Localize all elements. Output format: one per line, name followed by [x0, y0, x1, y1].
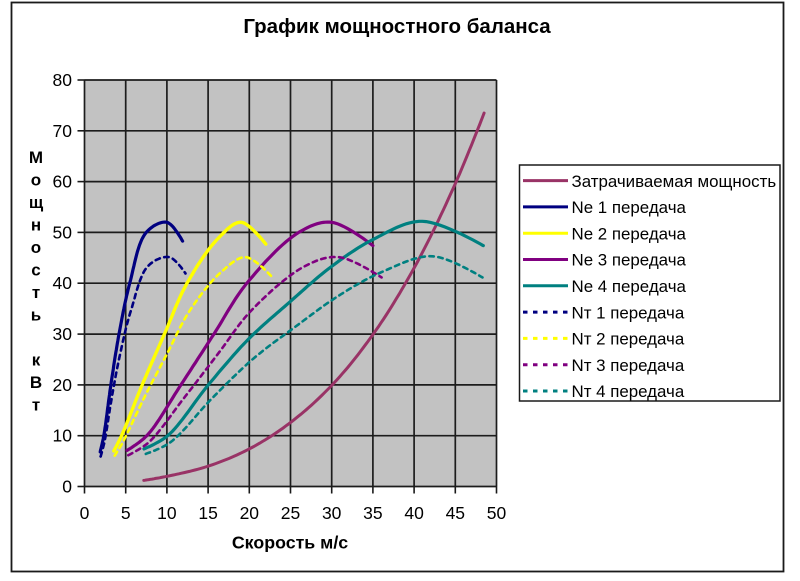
svg-text:35: 35 — [363, 503, 382, 523]
svg-text:40: 40 — [53, 273, 73, 293]
svg-text:М: М — [29, 148, 43, 167]
svg-text:о: о — [31, 238, 41, 257]
svg-text:Nт 1 передача: Nт 1 передача — [572, 303, 685, 322]
svg-text:50: 50 — [53, 222, 73, 242]
svg-text:30: 30 — [322, 503, 342, 523]
svg-text:80: 80 — [53, 70, 73, 90]
svg-text:Скорость м/с: Скорость м/с — [232, 533, 348, 553]
svg-text:щ: щ — [29, 193, 44, 212]
svg-text:о: о — [31, 171, 41, 190]
svg-text:Nт 3 передача: Nт 3 передача — [572, 356, 685, 375]
svg-text:Nт 4 передача: Nт 4 передача — [572, 382, 685, 401]
svg-text:20: 20 — [240, 503, 260, 523]
svg-text:5: 5 — [121, 503, 131, 523]
svg-text:50: 50 — [487, 503, 507, 523]
svg-text:15: 15 — [198, 503, 217, 523]
svg-text:40: 40 — [404, 503, 424, 523]
svg-text:20: 20 — [53, 375, 73, 395]
svg-text:т: т — [32, 396, 40, 415]
svg-text:0: 0 — [62, 477, 72, 497]
svg-text:Ne 3 передача: Ne 3 передача — [572, 251, 687, 270]
svg-text:т: т — [32, 283, 40, 302]
svg-text:График мощностного баланса: График мощностного баланса — [243, 15, 551, 38]
svg-text:70: 70 — [53, 121, 73, 141]
svg-text:0: 0 — [80, 503, 90, 523]
svg-text:Затрачиваемая мощность: Затрачиваемая мощность — [572, 172, 777, 191]
svg-text:25: 25 — [281, 503, 300, 523]
svg-text:н: н — [31, 216, 41, 235]
svg-text:Nт 2 передача: Nт 2 передача — [572, 330, 685, 349]
svg-text:30: 30 — [53, 324, 73, 344]
svg-text:В: В — [30, 373, 42, 392]
svg-text:Ne 4 передача: Ne 4 передача — [572, 277, 687, 296]
svg-text:ь: ь — [31, 306, 41, 325]
svg-text:Ne 1 передача: Ne 1 передача — [572, 198, 687, 217]
svg-text:к: к — [32, 351, 41, 370]
svg-text:Ne 2 передача: Ne 2 передача — [572, 224, 687, 243]
svg-text:60: 60 — [53, 172, 73, 192]
svg-text:10: 10 — [53, 426, 73, 446]
svg-text:с: с — [31, 261, 40, 280]
svg-text:10: 10 — [157, 503, 177, 523]
svg-text:45: 45 — [446, 503, 465, 523]
